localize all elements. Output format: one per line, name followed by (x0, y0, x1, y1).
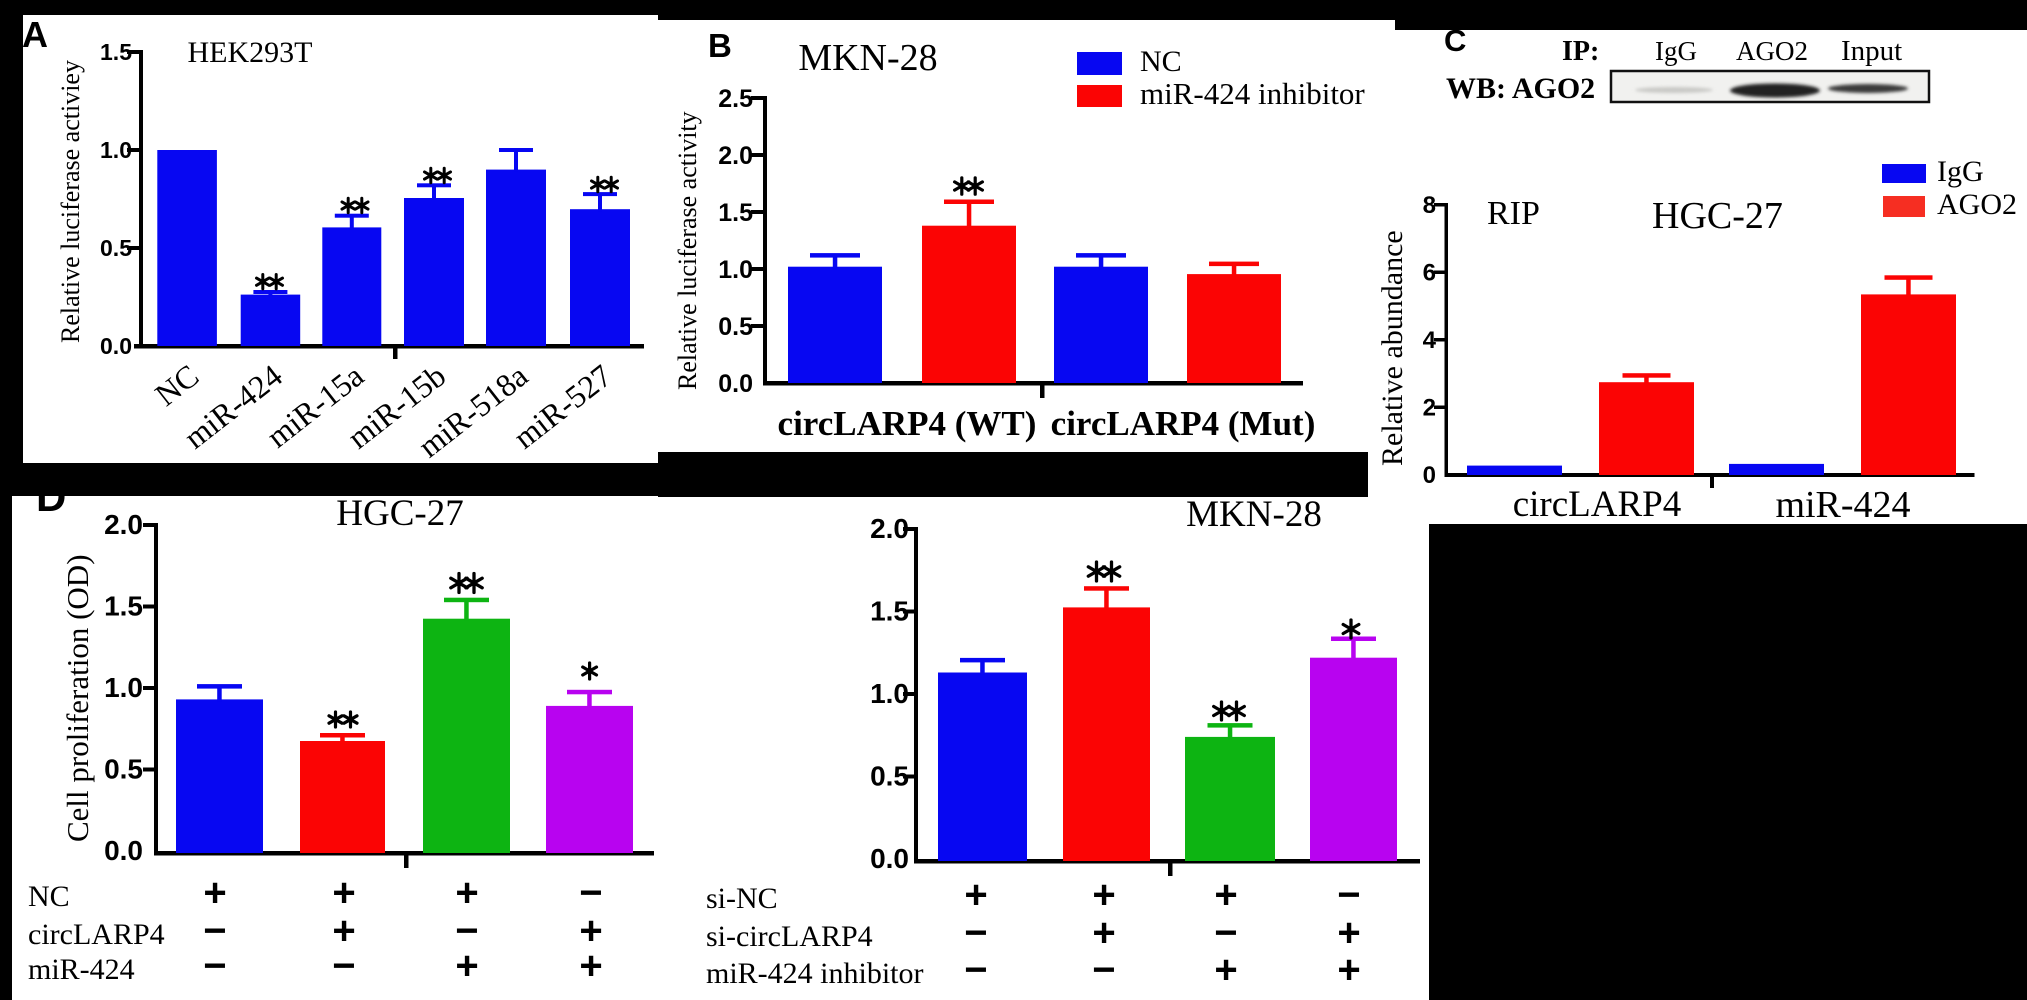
svg-text:MKN-28: MKN-28 (798, 37, 937, 79)
svg-text:8: 8 (1423, 192, 1436, 219)
svg-text:+: + (1214, 873, 1237, 917)
svg-text:AGO2: AGO2 (1937, 188, 2017, 221)
svg-text:NC: NC (1140, 45, 1182, 78)
svg-text:IgG: IgG (1655, 36, 1697, 66)
svg-text:Relative luciferase activiey: Relative luciferase activiey (56, 60, 85, 343)
svg-text:HGC-27: HGC-27 (336, 493, 463, 534)
svg-text:0.0: 0.0 (100, 333, 132, 359)
svg-text:1.0: 1.0 (104, 672, 143, 703)
svg-text:−: − (332, 944, 355, 988)
svg-text:WB: AGO2: WB: AGO2 (1446, 72, 1595, 105)
svg-text:−: − (203, 944, 226, 988)
svg-text:0.5: 0.5 (100, 235, 132, 261)
svg-text:HEK293T: HEK293T (188, 36, 313, 69)
svg-text:0.0: 0.0 (718, 370, 753, 398)
svg-text:0.5: 0.5 (870, 761, 909, 792)
svg-text:IgG: IgG (1937, 155, 1984, 188)
svg-text:2.0: 2.0 (870, 513, 909, 544)
svg-text:0: 0 (1423, 462, 1436, 489)
svg-text:−: − (964, 911, 987, 955)
svg-text:−: − (1092, 948, 1115, 992)
svg-text:0.5: 0.5 (718, 313, 753, 341)
svg-text:+: + (579, 944, 602, 988)
svg-text:si-circLARP4: si-circLARP4 (706, 920, 873, 953)
svg-text:6: 6 (1423, 260, 1436, 287)
svg-text:−: − (1214, 911, 1237, 955)
svg-text:2.5: 2.5 (718, 85, 753, 113)
svg-text:4: 4 (1423, 327, 1437, 354)
svg-text:1.5: 1.5 (718, 199, 753, 227)
svg-text:circLARP4: circLARP4 (1513, 484, 1682, 525)
svg-text:−: − (579, 871, 602, 915)
svg-text:−: − (203, 909, 226, 953)
svg-text:1.5: 1.5 (100, 39, 132, 65)
svg-text:1.5: 1.5 (870, 596, 909, 627)
svg-text:+: + (1337, 948, 1360, 992)
svg-text:Input: Input (1841, 35, 1902, 67)
svg-text:2.0: 2.0 (104, 509, 143, 540)
svg-text:+: + (1214, 948, 1237, 992)
svg-text:circLARP4 (WT): circLARP4 (WT) (778, 404, 1037, 443)
svg-text:+: + (455, 944, 478, 988)
svg-text:1.0: 1.0 (718, 256, 753, 284)
svg-text:1.5: 1.5 (104, 591, 143, 622)
svg-text:1.0: 1.0 (100, 137, 132, 163)
svg-text:1.0: 1.0 (870, 678, 909, 709)
svg-text:+: + (964, 873, 987, 917)
svg-text:0.0: 0.0 (870, 843, 909, 874)
svg-text:+: + (1092, 911, 1115, 955)
svg-text:2: 2 (1423, 395, 1436, 422)
svg-text:+: + (332, 909, 355, 953)
svg-text:+: + (203, 871, 226, 915)
svg-text:AGO2: AGO2 (1736, 36, 1808, 66)
svg-text:+: + (579, 909, 602, 953)
svg-text:0.5: 0.5 (104, 754, 143, 785)
svg-text:2.0: 2.0 (718, 142, 753, 170)
svg-text:C: C (1444, 23, 1466, 58)
svg-text:+: + (1337, 911, 1360, 955)
svg-text:circLARP4: circLARP4 (28, 918, 165, 951)
svg-text:IP:: IP: (1562, 36, 1599, 67)
svg-text:B: B (708, 27, 732, 64)
svg-text:miR-424: miR-424 (28, 953, 135, 986)
svg-text:Cell proliferation (OD): Cell proliferation (OD) (60, 554, 95, 842)
svg-text:Relative abundance: Relative abundance (1376, 230, 1409, 466)
svg-text:MKN-28: MKN-28 (1186, 494, 1322, 535)
svg-text:0.0: 0.0 (104, 835, 143, 866)
svg-text:NC: NC (28, 880, 70, 913)
svg-text:HGC-27: HGC-27 (1652, 195, 1783, 237)
svg-text:−: − (455, 909, 478, 953)
svg-text:+: + (332, 871, 355, 915)
svg-text:A: A (22, 14, 48, 55)
svg-text:si-NC: si-NC (706, 882, 778, 915)
svg-text:circLARP4 (Mut): circLARP4 (Mut) (1051, 404, 1316, 443)
svg-text:RIP: RIP (1487, 195, 1540, 232)
svg-text:+: + (455, 871, 478, 915)
svg-text:−: − (964, 948, 987, 992)
svg-text:−: − (1337, 873, 1360, 917)
svg-text:miR-424 inhibitor: miR-424 inhibitor (706, 957, 924, 990)
svg-text:+: + (1092, 873, 1115, 917)
svg-text:Relative luciferase activity: Relative luciferase activity (673, 111, 702, 390)
svg-text:miR-424: miR-424 (1775, 484, 1910, 526)
svg-text:miR-424 inhibitor: miR-424 inhibitor (1140, 76, 1365, 111)
